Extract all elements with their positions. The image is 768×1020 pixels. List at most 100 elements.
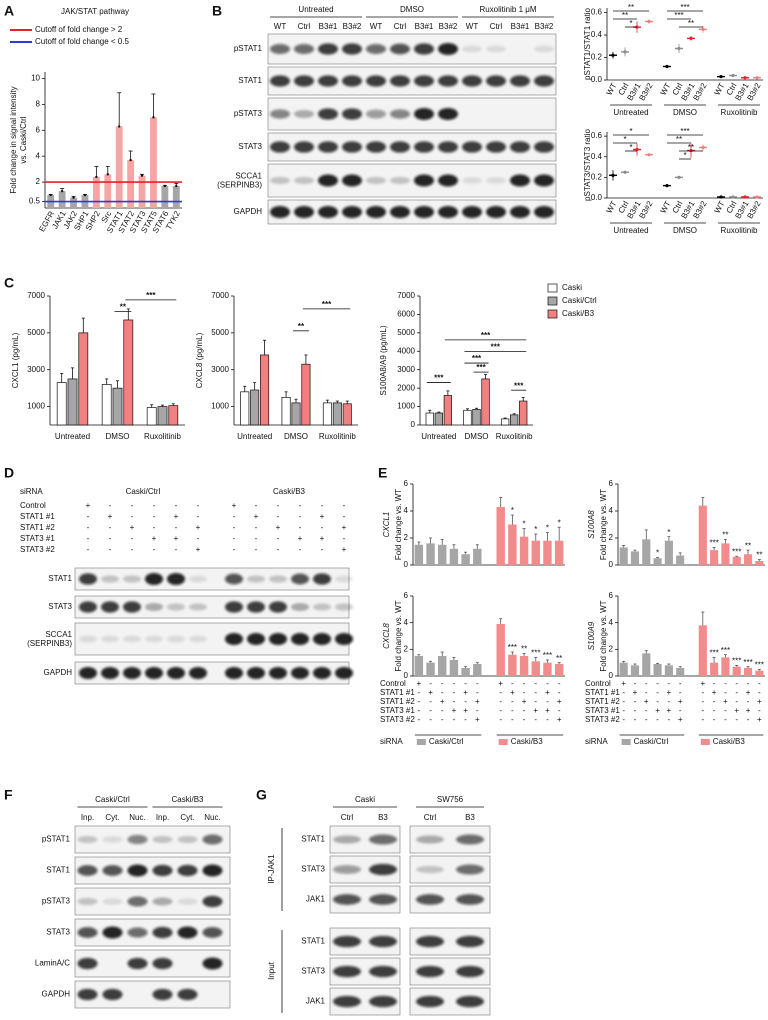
band <box>390 43 410 55</box>
band <box>294 110 314 118</box>
blot-strip <box>267 163 557 198</box>
sirna-sign: - <box>656 688 659 697</box>
band <box>152 988 173 1001</box>
sirna-sign: - <box>197 501 200 510</box>
sirna-sign: - <box>464 697 467 706</box>
significance: * <box>558 518 561 527</box>
sirna-sign: - <box>546 715 549 724</box>
y-tick-label: 1000 <box>27 402 45 411</box>
band <box>462 206 482 218</box>
sirna-sign: - <box>453 688 456 697</box>
band <box>369 894 397 905</box>
panel-letter: E <box>378 465 387 481</box>
y-tick-label: 0.2 <box>591 172 603 181</box>
band <box>77 835 98 844</box>
row-label: GAPDH <box>234 207 263 216</box>
sirna-sign: - <box>645 715 648 724</box>
sirna-sign: - <box>197 534 200 543</box>
bar <box>698 625 707 676</box>
sirna-sign: + <box>196 523 201 532</box>
sirna-sign: - <box>343 534 346 543</box>
band <box>291 667 309 679</box>
significance: ** <box>756 551 762 560</box>
bar <box>676 555 685 565</box>
sirna-sign: + <box>452 706 457 715</box>
significance: *** <box>146 291 156 300</box>
data-point <box>83 193 87 197</box>
bar <box>426 543 435 565</box>
sirna-sign: - <box>546 679 549 688</box>
sirna-sign: - <box>758 706 761 715</box>
band <box>369 863 397 876</box>
band <box>247 601 265 613</box>
sirna-sign: + <box>342 545 347 554</box>
sirna-sign: - <box>499 688 502 697</box>
band <box>462 75 482 87</box>
band <box>102 898 123 905</box>
bar <box>449 548 459 565</box>
data-point <box>689 36 693 40</box>
bar <box>463 409 472 426</box>
bar <box>127 160 135 208</box>
x-tick-label: WT <box>659 81 673 96</box>
band <box>189 635 207 643</box>
row-label: STAT3 <box>238 142 262 151</box>
band <box>342 108 362 120</box>
bar <box>755 670 764 676</box>
row-label: JAK1 <box>306 997 326 1006</box>
bar <box>619 662 628 676</box>
y-axis-label: vs. Caski/Ctrl <box>19 116 28 163</box>
sirna-sign: + <box>545 706 550 715</box>
y-tick-label: 6000 <box>397 310 415 319</box>
sirna-sign: - <box>668 697 671 706</box>
bar <box>508 524 517 565</box>
bar <box>531 661 540 676</box>
sirna-sign: - <box>109 545 112 554</box>
sirna-sign: - <box>668 679 671 688</box>
y-tick-label: 0.0 <box>591 193 603 202</box>
data-point <box>72 196 75 199</box>
significance: * <box>534 525 537 534</box>
y-axis-label: pSTAT3/STAT3 ratio <box>583 129 592 201</box>
data-point <box>665 64 669 69</box>
sirna-sign: - <box>131 501 134 510</box>
significance: *** <box>476 363 486 372</box>
bar <box>472 408 481 426</box>
band <box>416 935 444 948</box>
gene-label: CXCL8 <box>382 623 391 649</box>
bar <box>630 551 640 565</box>
row-label: GAPDH <box>42 990 71 999</box>
bar <box>721 543 730 565</box>
sirna-sign: - <box>735 715 738 724</box>
sirna-sign: + <box>621 679 626 688</box>
lane-label: B3#2 <box>343 22 362 31</box>
data-point <box>60 189 64 193</box>
band <box>269 633 287 645</box>
row-note: (SERPINB3) <box>217 181 262 190</box>
band <box>123 601 141 613</box>
band <box>333 865 361 874</box>
data-point <box>731 73 735 78</box>
sirna-sign: - <box>153 512 156 521</box>
band <box>390 141 410 153</box>
band <box>438 174 458 187</box>
band <box>145 573 163 585</box>
sirna-sign: - <box>153 501 156 510</box>
lane-label: B3 <box>465 813 475 822</box>
group-label: Caski/B3 <box>713 737 746 746</box>
y-tick-label: 4 <box>609 618 614 627</box>
band <box>269 575 287 583</box>
chart-title: JAK/STAT pathway <box>61 7 129 16</box>
sirna-sign: - <box>634 697 637 706</box>
bar <box>630 665 640 676</box>
gene-label: S100A9 <box>587 621 596 650</box>
band <box>390 176 410 185</box>
group-label: Ruxolitinib <box>721 226 758 235</box>
panel-letter: F <box>4 787 13 803</box>
bar <box>461 668 470 676</box>
bar <box>434 412 443 426</box>
sirna-sign: - <box>724 679 727 688</box>
band <box>438 206 458 218</box>
sirna-sign: - <box>656 697 659 706</box>
significance: * <box>629 19 632 28</box>
